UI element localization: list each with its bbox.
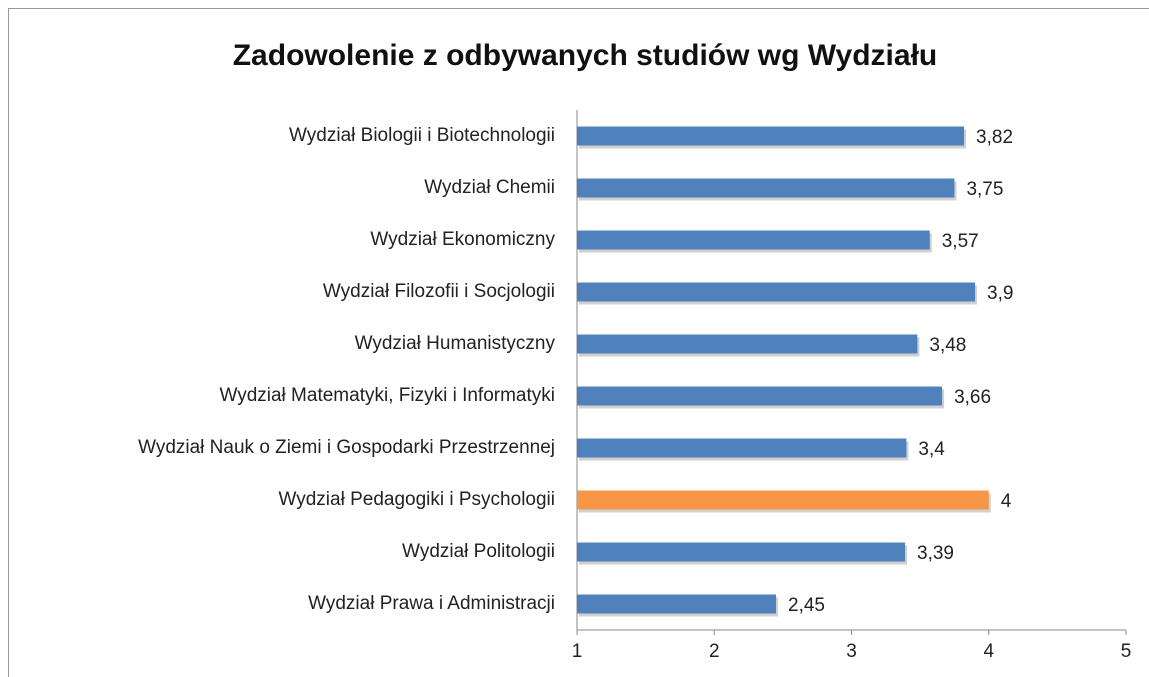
x-tick-label: 2 — [709, 641, 720, 662]
bar — [577, 386, 943, 406]
y-tick-label: Wydział Ekonomiczny — [370, 229, 555, 250]
bar — [577, 542, 906, 562]
value-label: 3,39 — [917, 543, 954, 564]
y-tick-label: Wydział Matematyki, Fizyki i Informatyki — [219, 385, 555, 406]
x-tick-label: 3 — [846, 641, 857, 662]
bar — [577, 438, 907, 458]
bar — [577, 490, 989, 510]
bar — [577, 334, 918, 354]
y-tick-label: Wydział Pedagogiki i Psychologii — [278, 489, 555, 510]
bar — [577, 178, 955, 198]
y-tick-label: Wydział Biologii i Biotechnologii — [289, 125, 555, 146]
y-tick-label: Wydział Humanistyczny — [355, 333, 556, 354]
y-tick-label: Wydział Politologii — [402, 541, 555, 562]
bar — [577, 282, 976, 302]
value-label: 2,45 — [788, 595, 825, 616]
value-label: 4 — [1001, 491, 1012, 512]
bar — [577, 230, 930, 250]
y-tick-label: Wydział Nauk o Ziemi i Gospodarki Przest… — [138, 437, 555, 458]
x-tick-label: 1 — [572, 641, 583, 662]
x-tick-label: 4 — [983, 641, 994, 662]
value-label: 3,48 — [929, 335, 966, 356]
bar — [577, 126, 965, 146]
value-label: 3,4 — [918, 439, 945, 460]
y-tick-label: Wydział Prawa i Administracji — [308, 593, 555, 614]
y-tick-label: Wydział Filozofii i Socjologii — [323, 281, 555, 302]
x-tick-label: 5 — [1121, 641, 1132, 662]
value-label: 3,82 — [976, 127, 1013, 148]
value-label: 3,57 — [942, 231, 979, 252]
value-label: 3,9 — [987, 283, 1013, 304]
y-tick-label: Wydział Chemii — [424, 177, 555, 198]
value-label: 3,75 — [966, 179, 1003, 200]
bar — [577, 594, 777, 614]
chart-title: Zadowolenie z odbywanych studiów wg Wydz… — [233, 39, 938, 72]
value-label: 3,66 — [954, 387, 991, 408]
